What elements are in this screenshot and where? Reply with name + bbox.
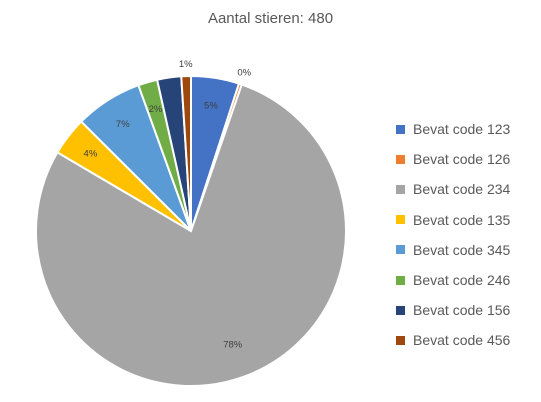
- legend-swatch: [396, 184, 405, 194]
- legend-item: Bevat code 246: [396, 265, 510, 295]
- legend-swatch: [396, 245, 405, 255]
- legend-label: Bevat code 126: [413, 151, 511, 168]
- pie-slice: [35, 83, 347, 387]
- slice-data-label: 0%: [237, 68, 251, 79]
- slice-data-label: 7%: [116, 119, 130, 130]
- legend-label: Bevat code 123: [413, 121, 511, 138]
- slice-data-label: 2%: [149, 104, 163, 115]
- pie-slice: [180, 74, 192, 232]
- legend: Bevat code 123 Bevat code 126 Bevat code 2…: [396, 114, 510, 356]
- legend-item: Bevat code 126: [396, 144, 510, 174]
- legend-label: Bevat code 345: [413, 241, 511, 258]
- legend-item: Bevat code 345: [396, 235, 510, 265]
- legend-label: Bevat code 234: [413, 181, 511, 198]
- legend-label: Bevat code 156: [413, 302, 511, 319]
- legend-swatch: [396, 275, 405, 285]
- chart-title: Aantal stieren: 480: [207, 10, 334, 27]
- legend-swatch: [396, 215, 405, 225]
- legend-item: Bevat code 156: [396, 295, 510, 325]
- slice-data-label: 78%: [223, 339, 243, 350]
- legend-label: Bevat code 135: [413, 211, 511, 228]
- slice-data-label: 4%: [84, 148, 98, 159]
- legend-swatch: [396, 305, 405, 315]
- legend-swatch: [396, 154, 405, 164]
- slice-data-label: 5%: [204, 100, 218, 111]
- legend-item: Bevat code 234: [396, 174, 510, 204]
- legend-swatch: [396, 335, 405, 345]
- legend-item: Bevat code 456: [396, 325, 510, 355]
- legend-label: Bevat code 246: [413, 272, 511, 289]
- slice-data-label: 1%: [179, 59, 193, 70]
- legend-item: Bevat code 123: [396, 114, 510, 144]
- legend-label: Bevat code 456: [413, 332, 511, 349]
- legend-swatch: [396, 124, 405, 134]
- legend-item: Bevat code 135: [396, 205, 510, 235]
